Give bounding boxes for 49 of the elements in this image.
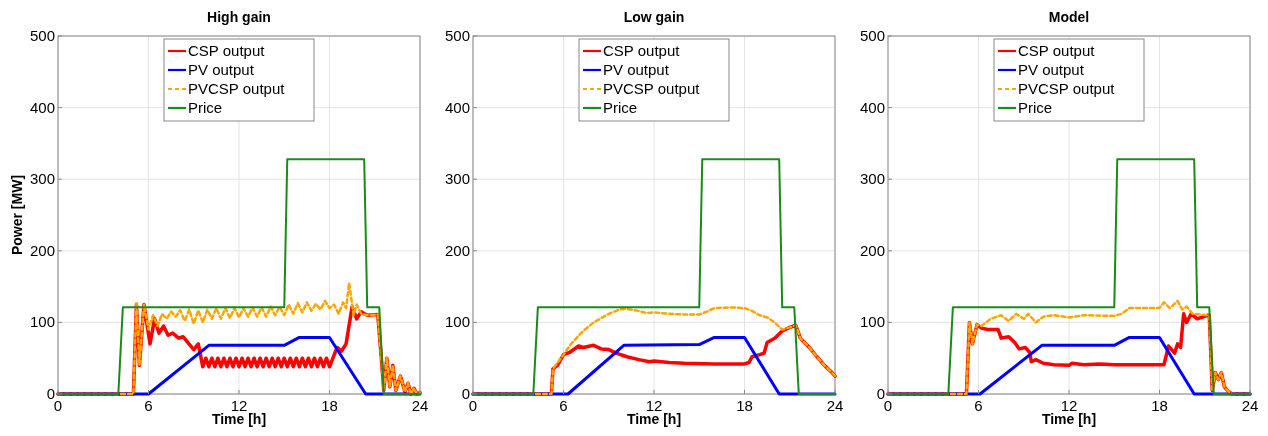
y-tick-label: 400 bbox=[29, 98, 55, 116]
y-tick-label: 500 bbox=[444, 27, 470, 44]
x-tick-label: 18 bbox=[1151, 397, 1168, 414]
legend-label: CSP output bbox=[1018, 42, 1096, 59]
x-tick-label: 24 bbox=[1241, 397, 1259, 414]
y-tick-label: 200 bbox=[444, 241, 470, 259]
legend-label: PVCSP output bbox=[188, 80, 286, 97]
y-tick-label: 200 bbox=[29, 241, 55, 259]
x-tick-label: 18 bbox=[321, 397, 338, 414]
legend-label: Price bbox=[1018, 99, 1053, 116]
x-tick-label: 12 bbox=[230, 397, 248, 414]
y-tick-label: 400 bbox=[859, 98, 885, 116]
y-tick-label: 0 bbox=[461, 385, 470, 402]
legend-label: PVCSP output bbox=[603, 80, 701, 97]
legend-label: PV output bbox=[1018, 61, 1085, 78]
x-tick-label: 24 bbox=[826, 397, 844, 414]
y-tick-label: 100 bbox=[444, 313, 470, 331]
legend-label: CSP output bbox=[188, 42, 266, 59]
x-tick-label: 24 bbox=[411, 397, 429, 414]
legend-label: PV output bbox=[603, 61, 670, 78]
x-axis-title: Time [h] bbox=[1041, 411, 1097, 427]
legend-label: PVCSP output bbox=[1018, 80, 1116, 97]
x-tick-label: 6 bbox=[559, 397, 568, 414]
x-tick-label: 12 bbox=[1060, 397, 1078, 414]
legend-label: Price bbox=[603, 99, 638, 116]
y-tick-label: 300 bbox=[444, 170, 470, 188]
chart-title: Low gain bbox=[623, 9, 685, 25]
x-tick-label: 6 bbox=[974, 397, 983, 414]
y-tick-label: 0 bbox=[46, 385, 55, 402]
chart-title: High gain bbox=[207, 9, 271, 25]
y-tick-label: 500 bbox=[29, 27, 55, 44]
y-tick-label: 0 bbox=[876, 385, 885, 402]
x-axis-title: Time [h] bbox=[211, 411, 267, 427]
legend-label: CSP output bbox=[603, 42, 681, 59]
y-tick-label: 300 bbox=[29, 170, 55, 188]
y-tick-label: 200 bbox=[859, 241, 885, 259]
y-tick-label: 100 bbox=[859, 313, 885, 331]
x-tick-label: 12 bbox=[645, 397, 663, 414]
y-tick-label: 100 bbox=[29, 313, 55, 331]
y-tick-label: 300 bbox=[859, 170, 885, 188]
x-axis-title: Time [h] bbox=[626, 411, 682, 427]
chart-title: Model bbox=[1048, 9, 1090, 25]
y-tick-label: 500 bbox=[859, 27, 885, 44]
legend-label: Price bbox=[188, 99, 223, 116]
y-tick-label: 400 bbox=[444, 98, 470, 116]
y-axis-title: Power [MW] bbox=[9, 174, 25, 256]
x-tick-label: 18 bbox=[736, 397, 753, 414]
x-tick-label: 6 bbox=[144, 397, 153, 414]
legend-label: PV output bbox=[188, 61, 255, 78]
